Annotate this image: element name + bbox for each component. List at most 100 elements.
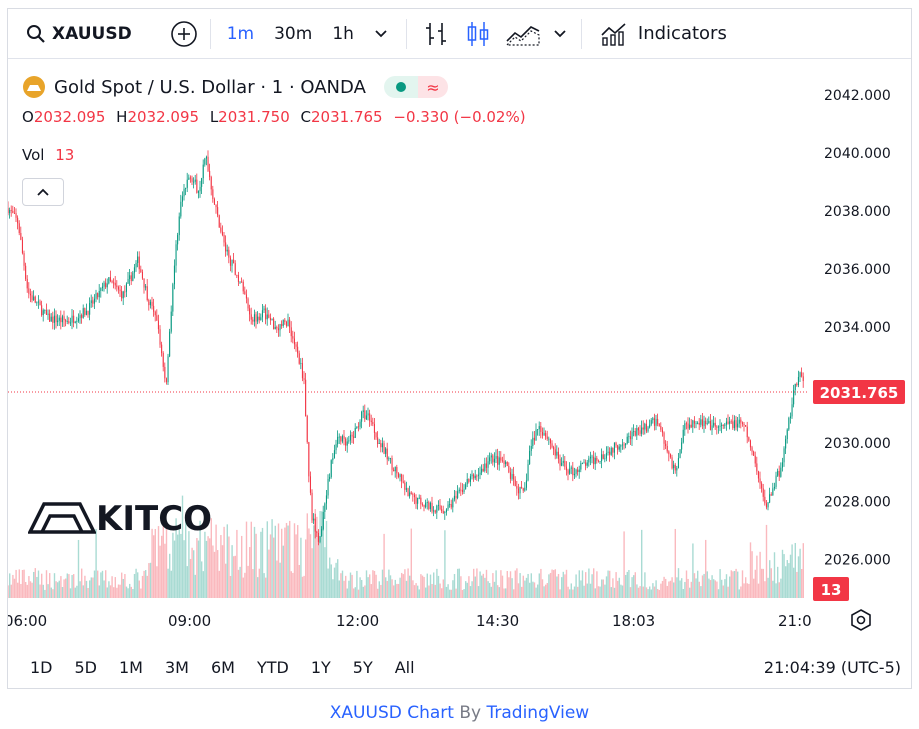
candle-body [279, 324, 281, 331]
range-1y[interactable]: 1Y [310, 657, 331, 677]
bar-chart-button[interactable] [423, 9, 449, 59]
candle-body [593, 456, 595, 465]
settings-gear[interactable] [851, 609, 871, 631]
volume-bar [604, 584, 606, 598]
candle-body [565, 466, 567, 471]
volume-bar [661, 580, 664, 598]
time-tick-label: 21:0 [778, 612, 812, 630]
candle-body [204, 158, 206, 165]
range-6m[interactable]: 6M [210, 657, 235, 677]
interval-1m[interactable]: 1m [226, 23, 255, 44]
collapse-legend-button[interactable] [22, 178, 64, 206]
candle-body [21, 239, 23, 254]
candles-button[interactable] [465, 9, 491, 59]
candle-body [202, 164, 204, 179]
candle-body [367, 413, 369, 416]
volume-bar [402, 574, 404, 598]
range-3m[interactable]: 3M [164, 657, 189, 677]
volume-bar [754, 569, 756, 598]
candle-body [228, 249, 230, 258]
volume-bar [453, 574, 456, 598]
volume-bar [305, 539, 307, 598]
volume-bar [180, 533, 182, 598]
area-chart-button[interactable] [505, 9, 541, 59]
volume-bar [485, 569, 488, 598]
price-chart[interactable]: 2042.000 2040.000 2038.000 2036.000 2034.000… [8, 60, 911, 642]
time-axis[interactable]: 06:00 09:00 12:00 14:30 18:03 21:0 [8, 612, 812, 630]
price-axis[interactable]: 2042.000 2040.000 2038.000 2036.000 2034.000… [824, 88, 891, 569]
candle-body [175, 244, 177, 266]
volume-bar [423, 576, 425, 598]
price-tick-label: 2038.000 [824, 204, 891, 220]
volume-bar [609, 570, 611, 598]
compare-button[interactable] [170, 9, 198, 59]
candle-body [378, 443, 380, 444]
candle-body [146, 286, 148, 301]
volume-bar [193, 550, 195, 598]
footer-symbol-link[interactable]: XAUUSD Chart [329, 703, 454, 723]
indicators-button[interactable]: Indicators [600, 9, 727, 59]
candle-body [217, 207, 219, 216]
candle-body [274, 327, 276, 330]
candle-body [268, 314, 270, 318]
volume-bar [61, 587, 64, 598]
candle-body [218, 215, 220, 228]
volume-bar [177, 534, 179, 598]
volume-bar [599, 586, 601, 598]
candle-body [197, 191, 199, 193]
candle-body [737, 423, 739, 428]
timezone-clock[interactable]: 21:04:39 (UTC-5) [763, 657, 901, 677]
candle-body [223, 234, 225, 243]
volume-bar [282, 545, 284, 598]
chart-legend: Gold Spot / U.S. Dollar · 1 · OANDA ≈ [22, 75, 448, 99]
volume-bar [327, 568, 329, 598]
volume-bar [762, 568, 764, 598]
data-delay-badge[interactable]: ≈ [417, 76, 448, 98]
candle-body [260, 317, 262, 320]
candle-body [738, 419, 740, 424]
interval-1h[interactable]: 1h [332, 23, 354, 44]
volume-bar [132, 589, 134, 598]
volume-bar [527, 573, 529, 598]
volume-bar [530, 573, 532, 598]
volume-bar [533, 582, 536, 598]
candle-body [45, 310, 47, 315]
candle-body [575, 469, 577, 474]
candle-body [244, 291, 246, 295]
candle-body [730, 421, 732, 423]
interval-30m[interactable]: 30m [274, 23, 313, 44]
volume-bar [39, 584, 41, 598]
chart-type-dropdown[interactable] [553, 9, 567, 59]
volume-bar [780, 578, 782, 598]
candle-body [596, 457, 598, 461]
volume-bar [554, 569, 556, 598]
footer-provider-link[interactable]: TradingView [486, 703, 590, 723]
volume-bar [639, 586, 641, 598]
candle-body [37, 301, 39, 303]
volume-bar [189, 558, 192, 598]
attribution-footer[interactable]: XAUUSD Chart By TradingView [329, 703, 590, 723]
volume-bar [511, 578, 513, 598]
candle-body [60, 317, 62, 323]
volume-bar [703, 573, 705, 598]
volume-bar [565, 569, 568, 598]
price-tick-label: 2026.000 [824, 552, 891, 568]
volume-bar [799, 548, 801, 598]
volume-bar [268, 549, 270, 598]
range-5d[interactable]: 5D [74, 657, 98, 677]
range-1d[interactable]: 1D [30, 657, 53, 677]
candle-body [353, 436, 355, 438]
volume-bar [308, 528, 310, 598]
candle-body [554, 449, 556, 456]
range-ytd[interactable]: YTD [256, 657, 289, 677]
market-open-badge[interactable] [383, 76, 418, 98]
symbol-search[interactable]: XAUUSD [26, 9, 132, 59]
candle-body [39, 301, 41, 306]
range-all[interactable]: All [394, 657, 415, 677]
range-5y[interactable]: 5Y [352, 657, 373, 677]
volume-bar [757, 583, 760, 598]
interval-dropdown[interactable] [374, 9, 388, 59]
candle-body [338, 436, 340, 438]
range-1m[interactable]: 1M [119, 657, 143, 677]
volume-bar [751, 551, 753, 598]
